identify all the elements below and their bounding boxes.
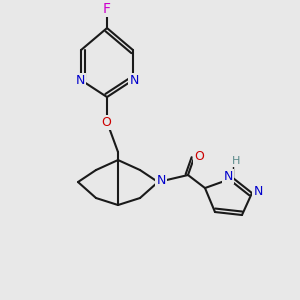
Text: F: F bbox=[103, 2, 111, 16]
Text: H: H bbox=[232, 156, 240, 166]
Text: O: O bbox=[101, 116, 111, 128]
Text: N: N bbox=[223, 169, 233, 182]
Text: N: N bbox=[253, 184, 263, 197]
Text: O: O bbox=[194, 149, 204, 163]
Text: N: N bbox=[156, 173, 166, 187]
Text: N: N bbox=[129, 74, 139, 87]
Text: N: N bbox=[75, 74, 85, 87]
